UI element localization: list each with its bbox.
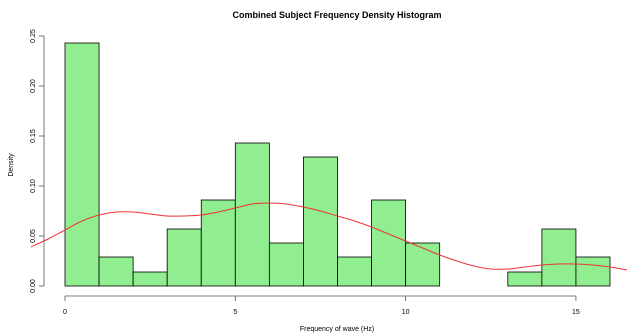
y-tick-label: 0.20 bbox=[30, 79, 37, 93]
y-axis-label: Density bbox=[8, 153, 15, 177]
histogram-bar-2 bbox=[132, 271, 168, 287]
histogram-bar-5 bbox=[234, 142, 270, 287]
y-axis: 0.00 0.05 0.10 0.15 0.20 0.25 bbox=[30, 29, 45, 293]
histogram-bar-14 bbox=[541, 228, 577, 287]
x-tick-label: 0 bbox=[63, 309, 67, 316]
histogram-bars bbox=[64, 42, 611, 287]
y-tick-label: 0.10 bbox=[30, 179, 37, 193]
histogram-bar-10 bbox=[405, 242, 441, 287]
y-tick-label: 0.25 bbox=[30, 29, 37, 43]
histogram-bar-6 bbox=[268, 242, 304, 287]
histogram-bar-4 bbox=[200, 199, 236, 287]
histogram-bar-13 bbox=[507, 271, 543, 287]
y-tick-label: 0.15 bbox=[30, 129, 37, 143]
x-tick-label: 15 bbox=[572, 309, 580, 316]
x-tick-label: 5 bbox=[233, 309, 237, 316]
y-tick-label: 0.00 bbox=[30, 279, 37, 293]
x-axis-label: Frequency of wave (Hz) bbox=[300, 326, 374, 333]
y-tick-label: 0.05 bbox=[30, 229, 37, 243]
x-tick-label: 10 bbox=[402, 309, 410, 316]
histogram-bar-8 bbox=[337, 256, 372, 287]
histogram-bar-0 bbox=[64, 42, 100, 287]
density-curve bbox=[30, 202, 627, 271]
histogram-bar-1 bbox=[98, 256, 134, 287]
histogram-bar-3 bbox=[166, 228, 202, 287]
x-axis: 0 5 10 15 bbox=[63, 295, 580, 316]
histogram-bar-7 bbox=[303, 156, 338, 287]
chart-title: Combined Subject Frequency Density Histo… bbox=[232, 10, 441, 20]
histogram-bar-9 bbox=[371, 199, 407, 287]
histogram-bar-15 bbox=[575, 256, 611, 287]
